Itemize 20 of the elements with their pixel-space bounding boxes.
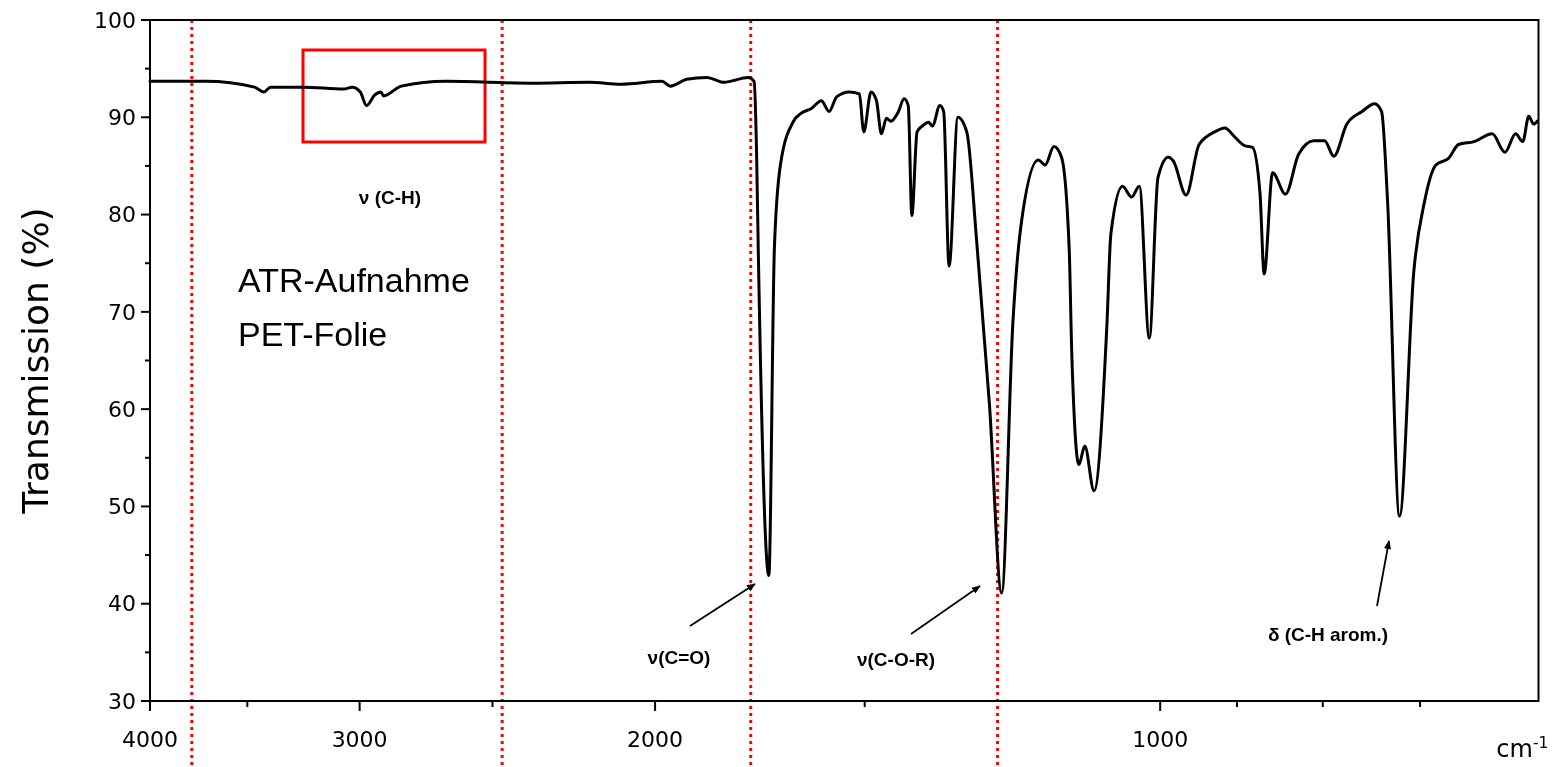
- annotation: ATR-Aufnahme: [238, 261, 470, 299]
- y-tick-label: 50: [108, 494, 136, 520]
- annotation: ν (C-H): [358, 187, 422, 208]
- annotation: ν(C-O-R): [856, 649, 936, 670]
- y-tick-label: 100: [94, 7, 136, 33]
- y-tick-label: 80: [108, 202, 136, 228]
- x-tick-label: 2000: [627, 727, 684, 752]
- y-tick-label: 60: [108, 396, 136, 422]
- x-axis-title: cm$^{-1}$: [1496, 734, 1549, 763]
- y-tick-label: 40: [108, 591, 136, 617]
- x-tick-label: 3000: [331, 727, 388, 752]
- y-tick-label: 30: [108, 688, 136, 714]
- y-axis-title: Transmission (%): [15, 207, 56, 515]
- y-tick-label: 90: [108, 104, 136, 130]
- x-tick-label: 1000: [1132, 727, 1189, 752]
- x-tick-label: 4000: [122, 727, 178, 752]
- annotation: δ (C-H arom.): [1267, 624, 1389, 645]
- annotation: ν(C=O): [647, 647, 711, 668]
- annotation: PET-Folie: [238, 315, 388, 353]
- y-tick-label: 70: [108, 299, 136, 325]
